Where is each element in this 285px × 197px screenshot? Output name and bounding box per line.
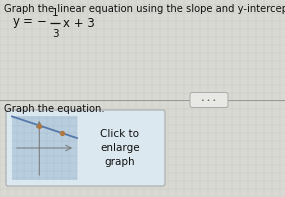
FancyBboxPatch shape <box>6 110 165 186</box>
Text: • • •: • • • <box>201 98 217 102</box>
Text: y = $-$: y = $-$ <box>12 16 47 30</box>
Text: Graph the equation.: Graph the equation. <box>4 104 105 114</box>
Text: Click to
enlarge
graph: Click to enlarge graph <box>100 129 140 167</box>
Text: x + 3: x + 3 <box>63 17 95 30</box>
Text: Graph the linear equation using the slope and y-intercept.: Graph the linear equation using the slop… <box>4 4 285 14</box>
Bar <box>12 116 77 180</box>
Text: 1: 1 <box>52 7 58 18</box>
FancyBboxPatch shape <box>190 93 228 108</box>
Text: 3: 3 <box>52 29 58 38</box>
